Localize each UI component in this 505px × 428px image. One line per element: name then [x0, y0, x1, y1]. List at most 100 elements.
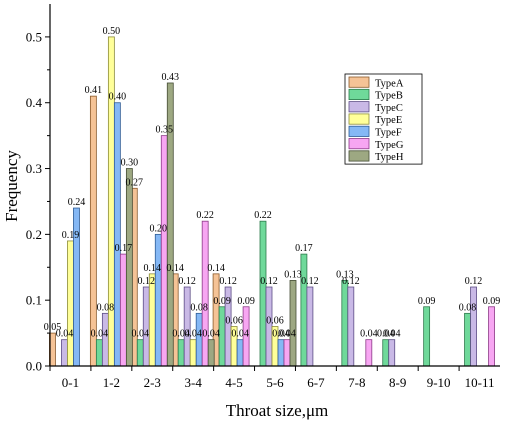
bar-TypeB-3-4	[177, 339, 185, 367]
x-tick-label: 1-2	[103, 375, 120, 390]
bar-TypeE-0-1	[67, 240, 74, 367]
x-axis-title: Throat size,μm	[226, 401, 329, 420]
x-tick-label: 10-11	[465, 375, 495, 390]
legend-swatch-TypeF	[348, 125, 370, 137]
data-label-TypeC-7-8: 0.12	[342, 276, 360, 287]
legend-swatch-TypeH	[348, 150, 370, 162]
y-tick-label: 0.5	[26, 29, 42, 44]
legend-label-TypeB: TypeB	[375, 91, 403, 102]
legend-swatch-TypeA	[348, 76, 370, 88]
data-label-TypeC-1-2: 0.08	[97, 302, 115, 313]
data-label-TypeC-3-4: 0.12	[178, 276, 196, 287]
data-label-TypeE-1-2: 0.50	[103, 26, 121, 37]
legend-label-TypeH: TypeH	[375, 152, 404, 163]
legend-label-TypeC: TypeC	[375, 103, 403, 114]
bar-TypeC-10-11	[470, 286, 477, 367]
data-label-TypeC-2-3: 0.12	[138, 276, 156, 287]
data-label-TypeF-1-2: 0.40	[109, 92, 127, 103]
bar-TypeB-7-8	[341, 280, 349, 367]
data-label-TypeB-7-8: 0.13	[336, 269, 354, 280]
data-label-TypeG-5-6: 0.04	[278, 329, 296, 340]
bar-TypeA-1-2	[89, 95, 97, 367]
data-label-TypeH-1-2: 0.30	[121, 158, 139, 169]
data-label-TypeA-3-4: 0.14	[166, 263, 184, 274]
data-label-TypeE-3-4: 0.04	[184, 329, 202, 340]
bar-TypeB-4-5	[218, 306, 226, 367]
data-label-TypeG-2-3: 0.35	[156, 125, 174, 136]
bar-TypeB-5-6	[259, 220, 267, 367]
bar-TypeF-1-2	[113, 102, 121, 367]
data-label-TypeA-4-5: 0.14	[207, 263, 225, 274]
bar-TypeB-1-2	[95, 339, 103, 367]
bar-TypeB-9-10	[423, 306, 431, 367]
bar-TypeG-1-2	[119, 253, 127, 367]
bar-TypeC-2-3	[142, 286, 150, 367]
y-tick-label: 0.3	[26, 161, 42, 176]
x-tick-label: 4-5	[225, 375, 242, 390]
data-label-TypeC-5-6: 0.12	[260, 276, 278, 287]
legend-swatch-TypeB	[348, 88, 370, 101]
bar-TypeG-2-3	[160, 135, 168, 367]
x-tick-label: 7-8	[348, 375, 365, 390]
legend-swatch-TypeC	[348, 101, 370, 113]
y-tick-label: 0.0	[26, 359, 42, 374]
x-tick-label: 6-7	[307, 375, 325, 390]
data-label-TypeE-4-5: 0.06	[225, 316, 243, 327]
x-tick-label: 5-6	[266, 375, 284, 390]
x-tick-label: 0-1	[62, 375, 79, 390]
bar-TypeB-8-9	[382, 339, 390, 367]
data-label-TypeE-5-6: 0.06	[266, 316, 284, 327]
bar-TypeH-3-4	[207, 339, 215, 367]
data-label-TypeH-5-6: 0.13	[284, 269, 302, 280]
bar-TypeE-3-4	[189, 339, 197, 367]
x-tick-label: 3-4	[185, 375, 203, 390]
data-label-TypeG-4-5: 0.09	[237, 296, 255, 307]
data-label-TypeB-1-2: 0.04	[91, 329, 109, 340]
data-label-TypeA-1-2: 0.41	[85, 85, 103, 96]
data-label-TypeB-5-6: 0.22	[254, 210, 272, 221]
data-label-TypeF-5-6: 0.04	[272, 329, 290, 340]
bar-TypeG-10-11	[488, 306, 495, 367]
legend-swatch-TypeG	[348, 138, 370, 150]
data-label-TypeC-6-7: 0.12	[301, 276, 319, 287]
bar-TypeC-8-9	[388, 339, 396, 367]
data-label-TypeG-3-4: 0.22	[196, 210, 214, 221]
data-label-TypeF-0-1: 0.24	[68, 197, 86, 208]
bar-TypeC-6-7	[306, 286, 314, 367]
data-label-TypeH-3-4: 0.04	[202, 329, 220, 340]
x-tick-label: 8-9	[389, 375, 406, 390]
data-label-TypeE-2-3: 0.14	[144, 263, 162, 274]
data-label-TypeA-0-1: 0.05	[44, 322, 62, 333]
data-label-TypeH-2-3: 0.43	[162, 72, 180, 83]
data-label-TypeC-4-5: 0.12	[219, 276, 237, 287]
legend-label-TypeA: TypeA	[375, 78, 404, 89]
data-label-TypeC-8-9: 0.04	[383, 329, 401, 340]
data-label-TypeC-0-1: 0.04	[56, 329, 74, 340]
y-tick-label: 0.4	[26, 95, 43, 110]
bar-TypeE-2-3	[148, 273, 156, 367]
data-label-TypeG-1-2: 0.17	[115, 243, 133, 254]
data-label-TypeB-3-4: 0.04	[172, 329, 190, 340]
data-label-TypeB-6-7: 0.17	[295, 243, 313, 254]
data-label-TypeA-2-3: 0.27	[126, 177, 144, 188]
x-tick-label: 9-10	[427, 375, 451, 390]
bar-TypeC-7-8	[347, 286, 355, 367]
bar-TypeF-5-6	[277, 339, 285, 367]
legend-label-TypeG: TypeG	[375, 140, 404, 151]
legend-swatch-TypeE	[348, 113, 370, 125]
bar-TypeF-4-5	[236, 339, 244, 367]
data-label-TypeB-10-11: 0.08	[459, 302, 477, 313]
data-label-TypeF-3-4: 0.08	[190, 302, 208, 313]
bar-TypeC-3-4	[183, 286, 191, 367]
bar-TypeB-6-7	[300, 253, 308, 367]
data-label-TypeB-2-3: 0.04	[132, 329, 150, 340]
legend-label-TypeF: TypeF	[375, 128, 402, 139]
data-label-TypeG-10-11: 0.09	[483, 296, 501, 307]
y-tick-label: 0.2	[26, 227, 42, 242]
data-label-TypeB-4-5: 0.09	[213, 296, 231, 307]
bar-TypeE-1-2	[107, 36, 115, 367]
bar-TypeH-5-6	[289, 280, 297, 367]
